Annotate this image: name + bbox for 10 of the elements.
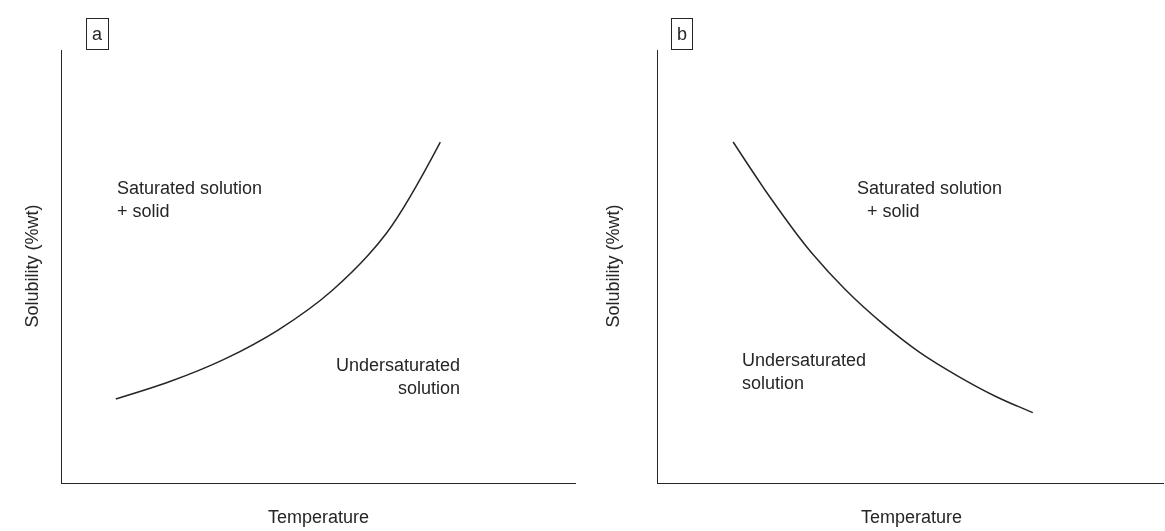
annotation: Saturated solution + solid [117,178,263,222]
chart-title: b [677,24,688,44]
annotation: Saturated solution + solid [857,178,1003,222]
y-axis-title: Solubility (%wt) [22,204,43,328]
x-axis-title: Temperature [268,507,370,527]
chart-title: a [92,24,103,44]
x-axis-title: Temperature [861,507,963,527]
annotation: Undersaturated solution [336,355,461,399]
y-axis-title: Solubility (%wt) [603,204,624,328]
annotation: Undersaturated solution [742,350,867,394]
